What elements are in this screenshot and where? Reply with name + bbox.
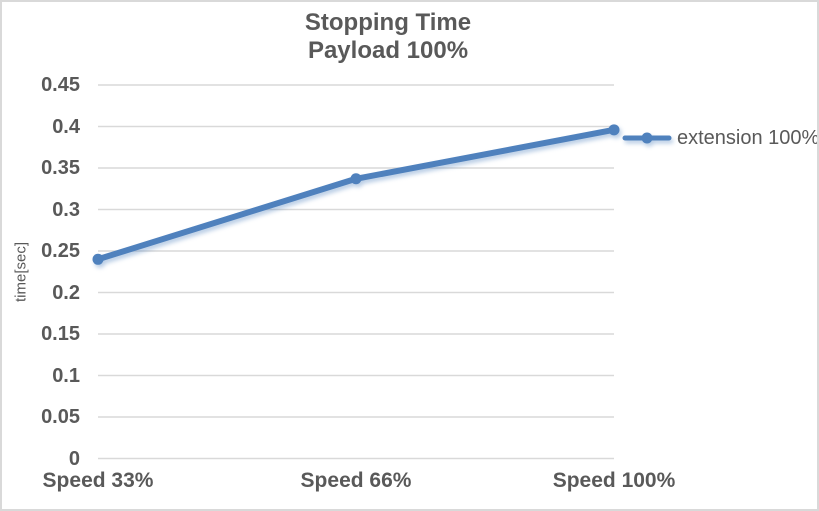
data-point-marker[interactable] bbox=[608, 124, 620, 136]
chart-title-block: Stopping Time Payload 100% bbox=[2, 9, 774, 65]
chart-subtitle: Payload 100% bbox=[307, 37, 469, 64]
y-tick-label: 0.4 bbox=[52, 115, 80, 138]
y-tick-label: 0 bbox=[68, 447, 80, 470]
y-tick-label: 0.2 bbox=[52, 281, 80, 304]
line-with-round-marker-icon bbox=[622, 132, 672, 144]
legend[interactable]: extension 100% bbox=[622, 125, 819, 151]
series-line[interactable] bbox=[92, 124, 620, 265]
y-tick-label: 0.1 bbox=[52, 364, 80, 387]
y-tick-label: 0.25 bbox=[41, 240, 80, 262]
legend-label: extension 100% bbox=[677, 126, 819, 149]
data-point-marker[interactable] bbox=[350, 173, 362, 185]
data-point-marker[interactable] bbox=[92, 253, 104, 265]
y-tick-label: 0.3 bbox=[52, 198, 80, 221]
y-tick-label: 0.35 bbox=[41, 157, 80, 179]
y-tick-label: 0.15 bbox=[41, 323, 80, 345]
y-tick-label: 0.05 bbox=[41, 406, 80, 428]
x-tick-label: Speed 33% bbox=[42, 469, 154, 492]
y-tick-label: 0.45 bbox=[41, 74, 80, 96]
chart-title: Stopping Time bbox=[304, 9, 472, 36]
x-tick-label: Speed 66% bbox=[300, 469, 412, 492]
x-tick-label: Speed 100% bbox=[552, 469, 676, 492]
